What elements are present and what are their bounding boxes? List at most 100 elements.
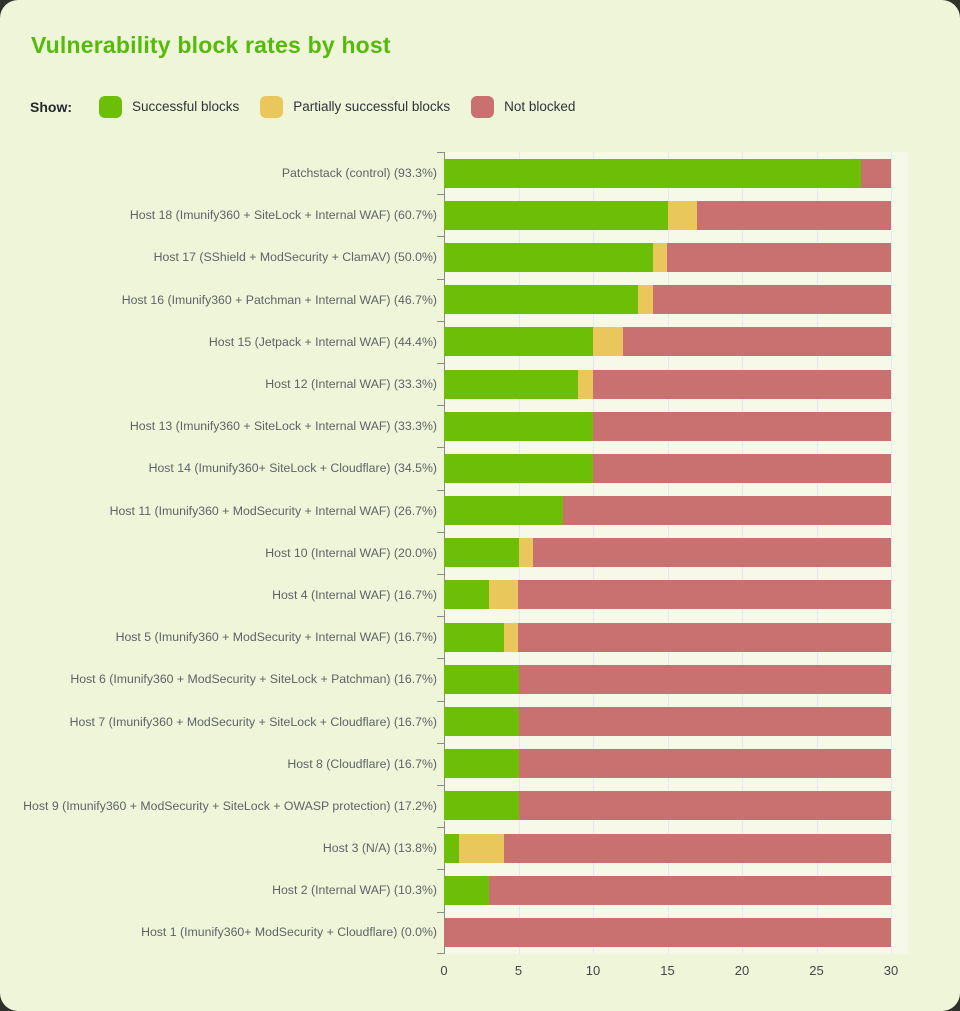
bar-segment-partial[interactable] (667, 200, 698, 230)
bar-segment-successful[interactable] (444, 538, 519, 568)
row-label: Host 5 (Imunify360 + ModSecurity + Inter… (115, 630, 437, 645)
bar-row (444, 405, 891, 447)
row-label: Patchstack (control) (93.3%) (281, 166, 437, 181)
y-axis-line-segment (444, 820, 445, 834)
legend-swatch-not-blocked (471, 95, 495, 118)
stacked-bar (444, 538, 891, 568)
row-label: Host 1 (Imunify360+ ModSecurity + Cloudf… (141, 925, 437, 940)
x-axis-tick-label: 15 (660, 962, 675, 978)
bar-segment-partial[interactable] (503, 622, 519, 652)
bar-row (444, 911, 891, 953)
bar-segment-successful[interactable] (444, 833, 459, 863)
row-label: Host 9 (Imunify360 + ModSecurity + SiteL… (23, 798, 437, 813)
bars-layer (444, 152, 891, 954)
bar-segment-not-blocked[interactable] (652, 285, 891, 315)
y-axis-line-segment (444, 947, 445, 954)
bar-segment-successful[interactable] (444, 707, 519, 737)
bar-row (444, 321, 891, 363)
bar-segment-partial[interactable] (652, 242, 668, 272)
bar-segment-not-blocked[interactable] (518, 791, 891, 821)
bar-chart: Patchstack (control) (93.3%) Host 18 (Imu… (23, 152, 930, 985)
bar-row (444, 490, 891, 532)
bar-segment-partial[interactable] (637, 285, 653, 315)
bar-segment-successful[interactable] (444, 285, 638, 315)
bar-segment-successful[interactable] (444, 453, 593, 483)
bar-segment-successful[interactable] (444, 369, 579, 399)
stacked-bar (444, 664, 891, 694)
y-axis-line-segment (444, 694, 445, 708)
row-label: Host 4 (Internal WAF) (16.7%) (272, 587, 437, 602)
bar-segment-not-blocked[interactable] (488, 875, 891, 905)
legend-item-partially-successful-blocks[interactable]: Partially successful blocks (260, 95, 450, 118)
bar-segment-not-blocked[interactable] (592, 369, 891, 399)
bar-row (444, 827, 891, 869)
bar-segment-not-blocked[interactable] (518, 622, 891, 652)
bar-segment-not-blocked[interactable] (593, 411, 891, 441)
bar-row (444, 869, 891, 911)
y-axis-tick (437, 616, 444, 618)
bar-segment-partial[interactable] (578, 369, 593, 399)
row-label: Host 6 (Imunify360 + ModSecurity + SiteL… (70, 672, 437, 687)
bar-segment-not-blocked[interactable] (518, 580, 891, 610)
y-axis-tick (437, 447, 444, 449)
stacked-bar (444, 242, 891, 272)
bar-segment-not-blocked[interactable] (503, 833, 891, 863)
y-axis-tick (437, 658, 444, 660)
y-axis-tick (437, 574, 444, 575)
bar-segment-successful[interactable] (444, 664, 519, 694)
bar-row (444, 574, 891, 616)
bar-segment-successful[interactable] (444, 411, 593, 441)
y-axis-line-segment (444, 905, 445, 919)
legend-item-not-blocked[interactable]: Not blocked (471, 95, 575, 118)
bar-segment-successful[interactable] (444, 242, 653, 272)
bar-segment-successful[interactable] (444, 791, 519, 821)
x-axis-tick-label: 20 (734, 962, 750, 978)
row-label: Host 17 (SShield + ModSecurity + ClamAV)… (153, 250, 437, 265)
bar-segment-successful[interactable] (444, 496, 564, 526)
bar-segment-not-blocked[interactable] (563, 496, 891, 526)
legend-item-successful-blocks[interactable]: Successful blocks (99, 95, 239, 118)
row-label: Host 14 (Imunify360+ SiteLock + Cloudfla… (148, 461, 437, 476)
bar-segment-not-blocked[interactable] (622, 327, 891, 357)
bar-segment-successful[interactable] (444, 622, 504, 652)
bar-row (444, 447, 891, 489)
bar-segment-successful[interactable] (444, 200, 668, 230)
y-axis-tick (437, 911, 444, 913)
y-axis-tick (437, 152, 444, 153)
bar-segment-not-blocked[interactable] (518, 749, 891, 779)
bar-segment-not-blocked[interactable] (861, 158, 891, 188)
x-axis-tick-label: 10 (585, 962, 601, 978)
bar-segment-not-blocked[interactable] (518, 664, 891, 694)
bar-segment-successful[interactable] (444, 875, 489, 905)
bar-segment-not-blocked[interactable] (697, 200, 891, 230)
x-axis-tick-label: 30 (883, 962, 899, 978)
row-label: Host 13 (Imunify360 + SiteLock + Interna… (129, 419, 437, 434)
bar-row (444, 532, 891, 574)
bar-segment-not-blocked[interactable] (533, 538, 891, 568)
bar-segment-successful[interactable] (444, 580, 489, 610)
row-label: Host 8 (Cloudflare) (16.7%) (287, 756, 437, 771)
bar-segment-not-blocked[interactable] (444, 917, 891, 947)
bar-segment-partial[interactable] (488, 580, 519, 610)
bar-segment-partial[interactable] (518, 538, 534, 568)
bar-row (444, 700, 891, 742)
y-axis-tick (437, 489, 444, 491)
stacked-bar (444, 875, 891, 905)
row-label: Host 16 (Imunify360 + Patchman + Interna… (121, 292, 437, 307)
y-axis-tick (437, 785, 444, 786)
bar-segment-not-blocked[interactable] (667, 242, 891, 272)
stacked-bar (444, 453, 891, 483)
y-axis-tick (437, 869, 444, 871)
bar-row (444, 236, 891, 278)
bar-segment-successful[interactable] (444, 327, 593, 357)
bar-segment-not-blocked[interactable] (518, 707, 891, 737)
bar-segment-partial[interactable] (593, 327, 623, 357)
y-axis-labels: Patchstack (control) (93.3%) Host 18 (Imu… (23, 152, 437, 985)
bar-segment-partial[interactable] (458, 833, 504, 863)
bar-segment-not-blocked[interactable] (593, 453, 891, 483)
legend-swatch-partially-successful-blocks (260, 95, 284, 118)
stacked-bar (444, 917, 891, 947)
bar-segment-successful[interactable] (444, 749, 519, 779)
y-axis-tick (437, 278, 444, 280)
bar-segment-successful[interactable] (444, 158, 862, 188)
